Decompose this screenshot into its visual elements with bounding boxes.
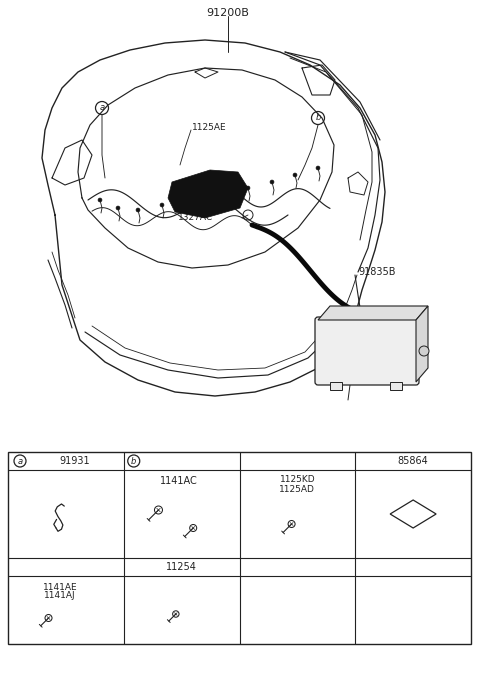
Text: 85864: 85864: [398, 456, 429, 466]
Text: 91931: 91931: [60, 456, 90, 466]
Text: a: a: [17, 457, 23, 466]
Text: 1141AC: 1141AC: [160, 476, 198, 486]
Text: 1125KD: 1125KD: [279, 475, 315, 484]
Text: 11254: 11254: [166, 562, 197, 572]
Text: a: a: [99, 103, 105, 112]
Bar: [8, 452, 471, 644]
Circle shape: [293, 173, 297, 177]
Circle shape: [160, 203, 164, 207]
Circle shape: [270, 180, 274, 184]
Circle shape: [98, 198, 102, 202]
Text: 1141AJ: 1141AJ: [44, 592, 76, 601]
Circle shape: [246, 186, 250, 190]
Polygon shape: [318, 306, 428, 320]
Circle shape: [116, 206, 120, 210]
Circle shape: [316, 166, 320, 170]
Text: 1141AE: 1141AE: [43, 583, 77, 592]
Text: 91200B: 91200B: [206, 8, 250, 18]
Text: 1125AD: 1125AD: [279, 484, 315, 493]
Polygon shape: [168, 170, 248, 218]
Text: 1125AE: 1125AE: [192, 123, 227, 132]
Text: b: b: [131, 457, 136, 466]
Text: b: b: [315, 114, 321, 123]
Bar: [330, 382, 342, 390]
Polygon shape: [416, 306, 428, 382]
Circle shape: [419, 346, 429, 356]
Bar: [390, 382, 402, 390]
FancyBboxPatch shape: [315, 317, 419, 385]
Circle shape: [136, 208, 140, 212]
Text: 91835B: 91835B: [358, 267, 396, 277]
Text: 1327AC: 1327AC: [178, 213, 213, 222]
